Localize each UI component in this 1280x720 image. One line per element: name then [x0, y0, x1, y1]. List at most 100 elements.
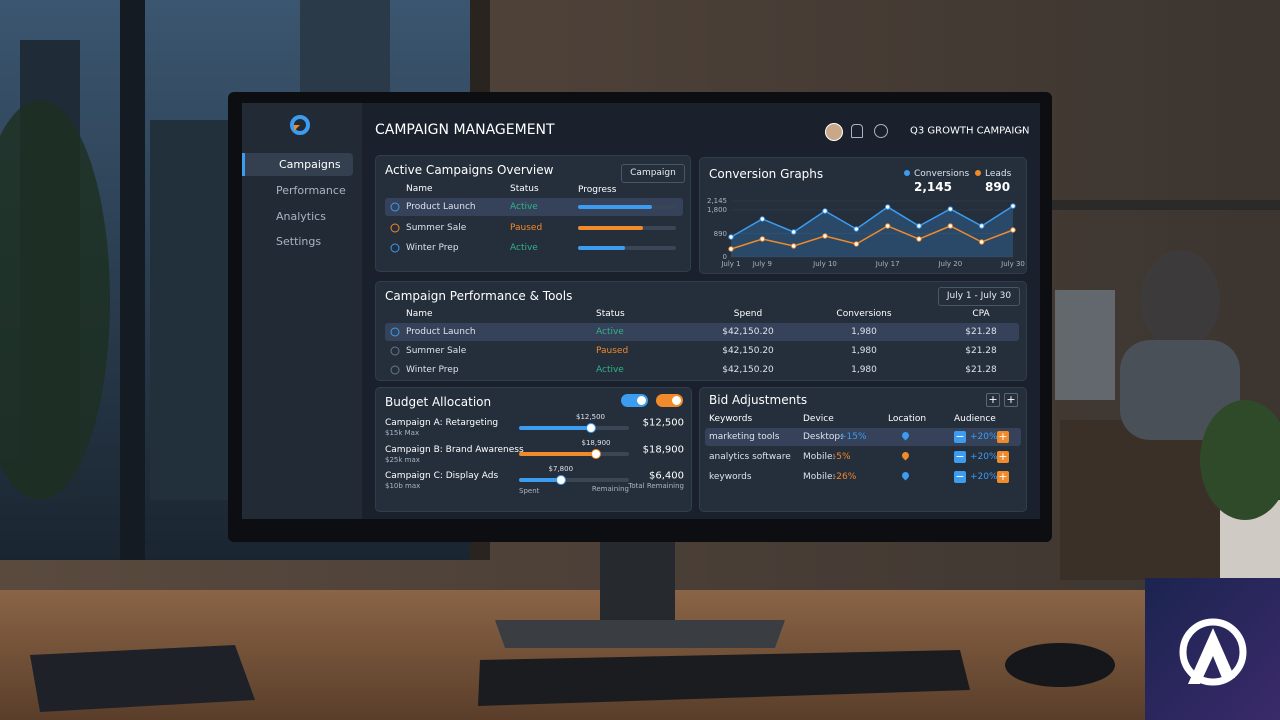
conversion-panel: Conversion Graphs 2,145 1,800 890 0 July 1 Ju… [699, 157, 1027, 274]
plus-button[interactable]: + [997, 430, 1009, 443]
legend-dot [904, 170, 910, 176]
app-title: CAMPAIGN MANAGEMENT [375, 122, 555, 138]
campaign-status: Paused [510, 222, 543, 233]
add-button[interactable]: + [1004, 393, 1018, 407]
cell: $42,150.20 [722, 346, 774, 356]
minus-button[interactable]: − [954, 430, 966, 443]
campaign-name: Winter Prep [406, 243, 459, 253]
budget-item-max: $25k max [385, 456, 420, 464]
plus-button[interactable]: + [997, 450, 1009, 463]
x-tick-label: July 20 [937, 260, 962, 268]
slider-track: $7,800 [519, 465, 629, 485]
toggle[interactable] [621, 394, 648, 407]
cell: Paused [596, 346, 629, 356]
bid-change: -5% [833, 452, 851, 462]
row-highlight [385, 198, 683, 216]
campaign-selector[interactable]: Q3 GROWTH CAMPAIGN [910, 125, 1030, 137]
point [978, 239, 985, 245]
slider-value: $18,900 [581, 439, 611, 447]
column-header: Audience [954, 414, 996, 424]
audience-change: +20% [970, 472, 998, 482]
row-dot [390, 346, 400, 356]
campaign-name: Product Launch [406, 202, 476, 212]
point [978, 223, 985, 229]
slider-knob[interactable] [555, 475, 566, 485]
add-button[interactable]: + [986, 393, 1000, 407]
campaign-status: Active [510, 243, 538, 253]
line [730, 205, 1014, 238]
column-header: Spend [733, 309, 763, 319]
notifications-icon[interactable] [851, 124, 863, 138]
cell: 1,980 [851, 365, 877, 375]
point [728, 246, 734, 252]
device: Desktop: [803, 432, 844, 442]
nav-item[interactable]: Performance [276, 184, 346, 197]
cell: Active [596, 365, 624, 375]
area [731, 206, 1013, 257]
point [853, 241, 860, 247]
minus-button[interactable]: − [954, 450, 966, 463]
progress-bar [578, 246, 626, 250]
cell: $21.28 [965, 346, 997, 356]
bid-change: +15% [839, 432, 867, 442]
line [730, 225, 1014, 250]
campaign-button[interactable]: Campaign [621, 164, 685, 183]
plus-button[interactable]: + [997, 470, 1009, 483]
performance-panel: Campaign Performance & Tools July 1 - Ju… [375, 281, 1027, 381]
slider-knob[interactable] [585, 423, 596, 433]
cell: $21.28 [965, 327, 997, 337]
device: Mobile: [803, 452, 836, 462]
column-header: Conversions [836, 309, 892, 319]
column-header: CPA [972, 309, 990, 319]
column-header: Device [803, 414, 834, 424]
progress-track [578, 246, 676, 250]
app-logo [290, 115, 310, 135]
slider-track: $18,900 [519, 439, 629, 459]
progress-bar [578, 205, 652, 209]
x-tick-label: July 1 [720, 260, 740, 268]
budget-panel: Budget Allocation Campaign A: Retargetin… [375, 387, 692, 512]
toggle[interactable] [656, 394, 683, 407]
budget-amount: $6,400 [649, 470, 684, 482]
progress-bar [578, 225, 643, 230]
y-tick-label: 0 [723, 253, 727, 261]
budget-item-max: $15k Max [385, 429, 420, 437]
point [884, 223, 891, 229]
point [916, 236, 922, 242]
row-highlight [705, 428, 1021, 446]
status-dot [390, 202, 400, 212]
legend-label: Leads [985, 169, 1012, 179]
panel-title: Campaign Performance & Tools [385, 289, 573, 303]
total-caption: Total Remaining [628, 482, 684, 490]
date-range-button[interactable]: July 1 - July 30 [938, 287, 1020, 306]
nav-item[interactable]: Analytics [276, 210, 326, 223]
point [790, 229, 797, 235]
avatar[interactable] [825, 123, 843, 141]
point [822, 233, 828, 239]
legend-dot [975, 170, 981, 176]
nav-item[interactable]: Campaigns [242, 153, 353, 176]
row-highlight [385, 323, 1019, 341]
y-tick-label: 2,145 [707, 197, 727, 205]
bid-change: -26% [833, 472, 857, 482]
slider-knob[interactable] [591, 449, 601, 459]
point [759, 236, 766, 242]
audience-change: +20% [970, 452, 998, 462]
slider-track: $12,500 [519, 413, 629, 433]
location-pin [900, 470, 911, 481]
point [1010, 227, 1016, 233]
team-icon[interactable] [874, 124, 888, 138]
budget-amount: $12,500 [642, 417, 684, 429]
minus-button[interactable]: − [954, 470, 966, 483]
progress-track [578, 225, 676, 230]
cell: Summer Sale [406, 346, 467, 356]
budget-item-max: $10b max [385, 482, 421, 490]
point [759, 216, 766, 222]
status-dot [390, 243, 400, 253]
chevron: ⌄ [1017, 125, 1025, 135]
budget-amount: $18,900 [642, 444, 684, 456]
x-tick-label: July 17 [875, 260, 900, 268]
nav-item[interactable]: Settings [276, 235, 322, 248]
x-tick-label: July 9 [752, 260, 772, 268]
y-tick-label: 1,800 [707, 206, 727, 214]
